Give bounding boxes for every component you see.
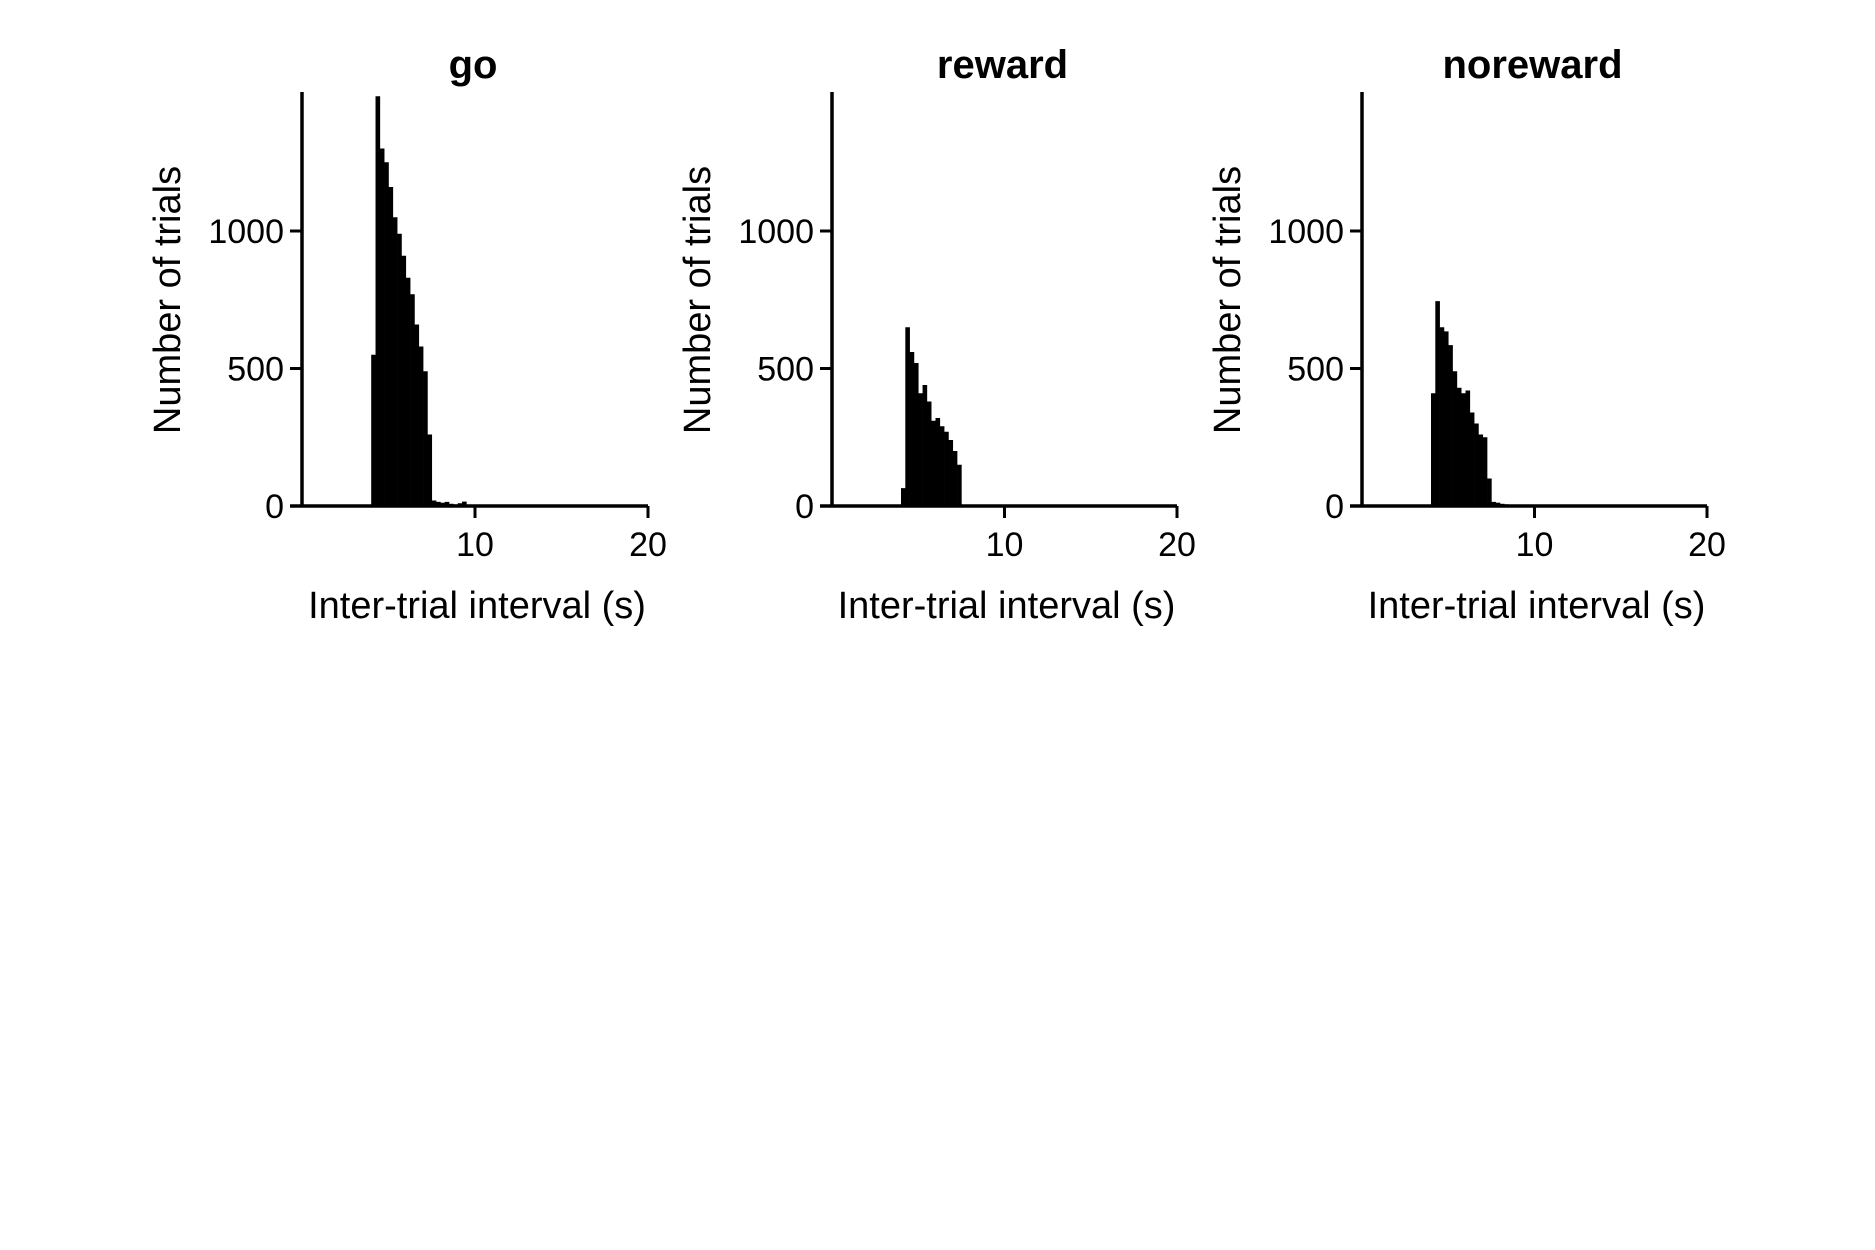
histogram-bar	[1465, 390, 1471, 506]
histogram-bar	[1456, 387, 1462, 506]
histogram-bar	[1439, 327, 1445, 506]
y-tick-label: 1000	[208, 213, 284, 251]
histogram-bar	[1461, 393, 1466, 506]
x-axis-label: Inter-trial interval (s)	[1368, 585, 1706, 627]
histogram-bar	[948, 440, 954, 506]
histogram-bar	[1478, 434, 1484, 506]
histogram-bar	[375, 96, 381, 506]
histogram-bar	[1452, 371, 1458, 506]
histogram-bar	[397, 233, 402, 506]
panel-title: go	[449, 43, 498, 87]
panel-title: noreward	[1442, 43, 1622, 87]
x-tick-label: 10	[986, 526, 1024, 564]
histogram-bar	[392, 217, 398, 506]
x-tick-label: 20	[1158, 526, 1196, 564]
x-tick-label: 20	[629, 526, 667, 564]
histogram-bar	[1443, 331, 1449, 506]
histogram-bar	[1448, 345, 1453, 506]
histogram-bar	[1482, 437, 1488, 506]
x-tick-label: 10	[456, 526, 494, 564]
histogram-bar	[401, 255, 407, 506]
histogram-bar	[410, 294, 415, 506]
histogram-bar	[957, 464, 962, 506]
histogram-bar	[1431, 393, 1436, 506]
x-tick-label: 10	[1516, 526, 1554, 564]
histogram-bar	[926, 401, 932, 506]
y-tick-label: 1000	[738, 213, 814, 251]
y-tick-label: 0	[1325, 488, 1344, 526]
histogram-bar	[944, 431, 949, 506]
histogram-bar	[952, 451, 958, 506]
y-tick-label: 500	[757, 351, 814, 389]
histogram-bar	[388, 187, 394, 506]
histogram-bar	[918, 393, 923, 506]
histogram-bar	[1491, 501, 1496, 506]
y-axis-label: Number of trials	[147, 166, 189, 434]
y-axis-label: Number of trials	[1207, 166, 1249, 434]
histogram-bar	[462, 501, 467, 506]
histogram-bar	[414, 324, 420, 506]
histogram-bar	[423, 371, 428, 506]
histogram-bar	[931, 420, 936, 506]
histogram-bars	[371, 96, 484, 506]
histogram-bar	[444, 501, 450, 506]
y-tick-label: 1000	[1268, 213, 1344, 251]
histogram-bar	[922, 385, 928, 506]
y-tick-label: 0	[795, 488, 814, 526]
histogram-bar	[909, 352, 915, 506]
panel-title: reward	[937, 43, 1068, 87]
histogram-bar	[901, 488, 906, 506]
panel-go: 0 500 1000 10 20 go Inter-trial interval (s) Nu…	[147, 43, 667, 627]
histogram-bar	[913, 363, 919, 506]
histogram-bar	[418, 346, 424, 506]
histogram-bar	[935, 418, 941, 506]
histogram-bar	[371, 354, 376, 506]
histogram-bar	[1487, 478, 1492, 506]
histogram-bars	[1431, 301, 1527, 506]
histogram-bar	[939, 426, 945, 506]
x-axis-label: Inter-trial interval (s)	[838, 585, 1176, 627]
histogram-bars	[901, 327, 997, 506]
histogram-bar	[905, 327, 910, 506]
y-tick-label: 500	[1287, 351, 1344, 389]
panel-noreward: 0 500 1000 10 20 noreward Inter-trial interval…	[1207, 43, 1726, 627]
y-tick-label: 500	[227, 351, 284, 389]
histogram-bar	[384, 162, 389, 506]
histogram-bar	[405, 277, 411, 506]
y-axis-label: Number of trials	[677, 166, 719, 434]
x-tick-label: 20	[1688, 526, 1726, 564]
x-axis-label: Inter-trial interval (s)	[308, 585, 646, 627]
histogram-bar	[1435, 301, 1440, 506]
panel-reward: 0 500 1000 10 20 reward Inter-trial interval (…	[677, 43, 1196, 627]
histogram-bar	[427, 434, 433, 506]
y-tick-label: 0	[265, 488, 284, 526]
histogram-bar	[1469, 412, 1475, 506]
histogram-bar	[431, 500, 437, 506]
histogram-bar	[436, 501, 441, 506]
histogram-bar	[1474, 423, 1479, 506]
histogram-bar	[379, 148, 385, 506]
